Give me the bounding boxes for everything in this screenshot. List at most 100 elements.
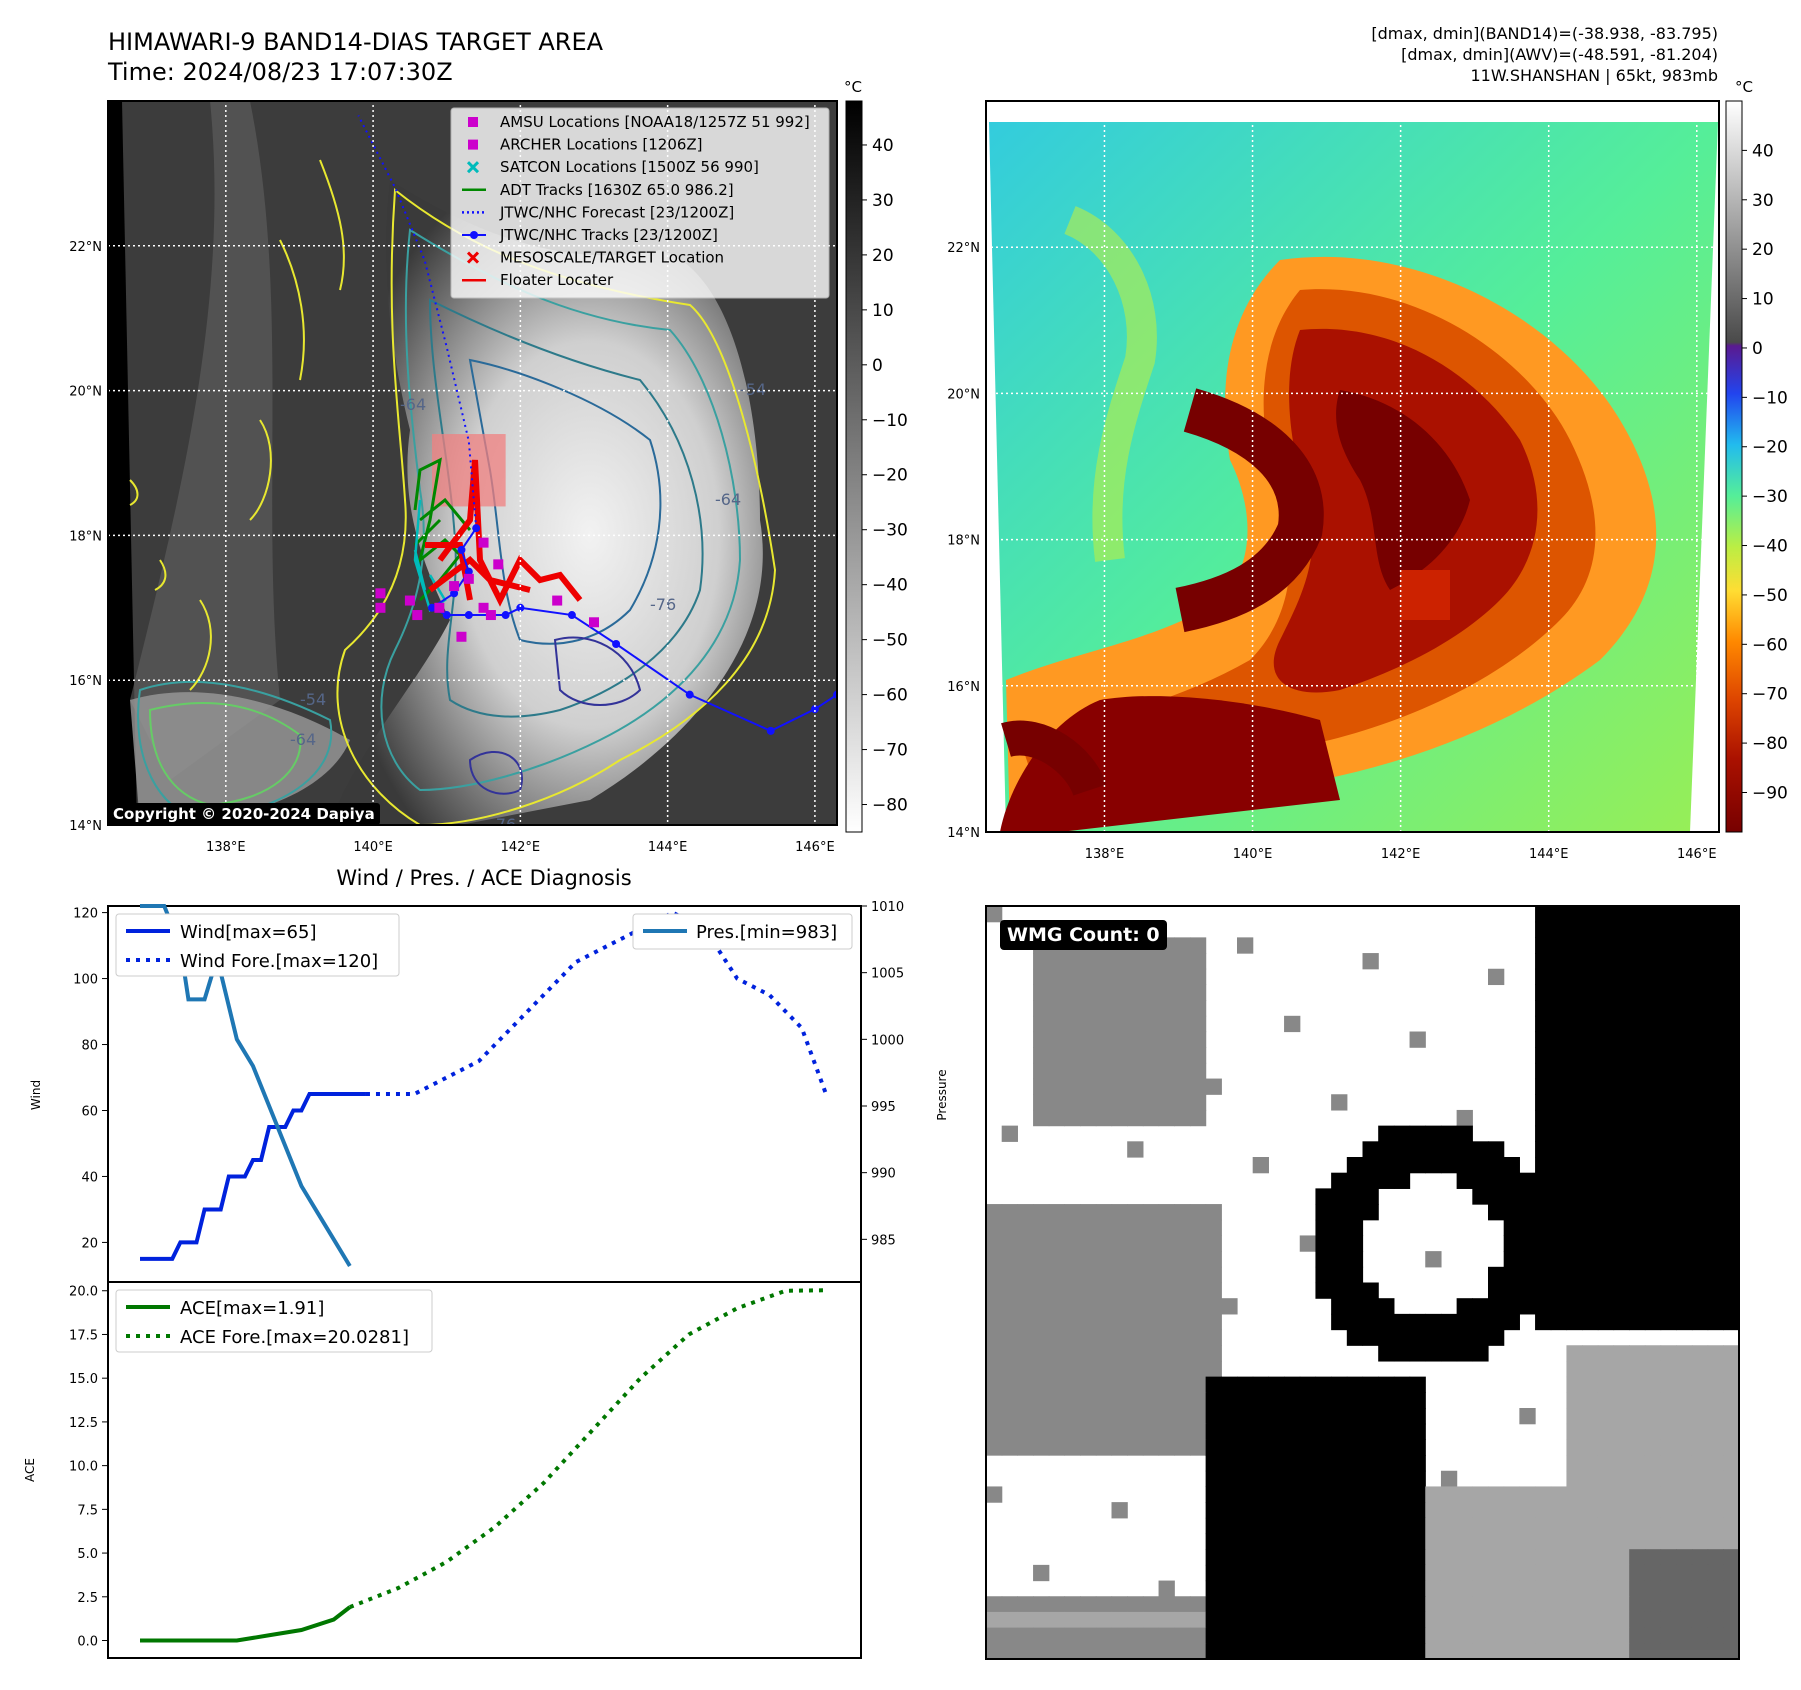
wmg-cell <box>1393 1125 1411 1142</box>
wmg-cell <box>1080 1204 1097 1221</box>
wmg-cell <box>1284 1549 1301 1566</box>
wmg-cell <box>1488 1627 1505 1644</box>
wmg-cell <box>1582 1204 1599 1221</box>
wmg-cell <box>1676 1486 1693 1503</box>
wmg-cell <box>1488 1266 1505 1284</box>
wmg-cell <box>1064 984 1081 1001</box>
wmg-cell <box>1550 1282 1568 1299</box>
wmg-cell <box>1346 1408 1364 1425</box>
wmg-cell <box>1660 968 1677 986</box>
wmg-cell <box>1723 1157 1740 1174</box>
wmg-cell <box>1535 1094 1552 1111</box>
wmg-cell <box>1346 1188 1364 1205</box>
wmg-cell <box>1393 1141 1411 1158</box>
wmg-cell <box>1393 1580 1411 1597</box>
wmg-cell <box>1237 1611 1254 1629</box>
wmg-cell <box>1660 1047 1677 1064</box>
wmg-cell <box>1644 1564 1662 1582</box>
wmg-cell <box>1582 1298 1599 1315</box>
wmg-cell <box>1080 1313 1097 1331</box>
wmg-cell <box>1017 1345 1034 1362</box>
wmg-cell <box>1566 1266 1583 1284</box>
wmg-cell <box>1676 1109 1693 1127</box>
wmg-cell <box>1676 1392 1693 1409</box>
wmg-cell <box>1142 1376 1160 1393</box>
wmg-cell <box>1597 1235 1615 1252</box>
wmg-cell <box>1597 1408 1615 1425</box>
ytick-label: 20°N <box>69 385 102 400</box>
wmg-cell <box>1331 1580 1348 1597</box>
wmg-cell <box>1252 1470 1269 1488</box>
wmg-cell <box>1252 1408 1269 1425</box>
wmg-cell <box>1597 1627 1615 1644</box>
wmg-cell <box>1158 1031 1175 1048</box>
wmg-cell <box>1284 1423 1301 1440</box>
wmg-cell <box>1691 1251 1709 1268</box>
wmg-cell <box>1629 1282 1646 1299</box>
wmg-cell <box>1064 1376 1081 1393</box>
wmg-cell <box>1127 1015 1144 1033</box>
wmg-cell <box>1174 1643 1191 1660</box>
ytick-label: 16°N <box>69 674 102 689</box>
colorbar-tick-label: −30 <box>872 521 908 541</box>
wmg-cell <box>1613 1580 1630 1597</box>
wmg-cell <box>1550 937 1568 954</box>
wmg-cell <box>1488 1313 1505 1331</box>
wmg-cell <box>1095 1627 1113 1644</box>
wmg-cell <box>1566 1172 1583 1189</box>
wmg-cell <box>1315 1188 1332 1205</box>
amsu-point <box>434 602 445 613</box>
wmg-cell <box>1707 1282 1724 1299</box>
wmg-cell <box>1221 1439 1238 1456</box>
wmg-cell <box>1613 1094 1630 1111</box>
wmg-cell <box>1597 1596 1615 1613</box>
wmg-cell <box>1660 1031 1677 1048</box>
wmg-cell <box>1629 1423 1646 1440</box>
ytick-label: 14°N <box>69 819 102 834</box>
colorbar-tick-label: −90 <box>1752 783 1788 803</box>
wmg-cell <box>1644 984 1662 1001</box>
jtwc-track-point <box>810 705 819 714</box>
wmg-cell <box>1597 1533 1615 1550</box>
wmg-cell <box>1111 1376 1128 1393</box>
wmg-cell <box>1676 1251 1693 1268</box>
wmg-cell <box>1221 1298 1238 1315</box>
wmg-cell <box>1221 1392 1238 1409</box>
wmg-cell <box>1488 1157 1505 1174</box>
wmg-cell <box>1378 1125 1395 1142</box>
wmg-cell <box>986 1439 1003 1456</box>
wmg-cell <box>1676 1533 1693 1550</box>
wmg-cell <box>1315 1486 1332 1503</box>
wmg-cell <box>1189 1376 1207 1393</box>
wmg-cell <box>1597 1643 1615 1660</box>
wmg-cell <box>1660 1470 1677 1488</box>
legend-ace-label: ACE[max=1.91] <box>180 1298 324 1319</box>
wmg-cell <box>1080 1266 1097 1284</box>
colorbar-tick-label: 30 <box>872 191 894 211</box>
wmg-cell <box>1566 1564 1583 1582</box>
wmg-cell <box>1550 1298 1568 1315</box>
wmg-cell <box>1378 1345 1395 1362</box>
wmg-cell <box>1597 1360 1615 1378</box>
wmg-cell <box>1629 1564 1646 1582</box>
wmg-cell <box>1629 1313 1646 1331</box>
wmg-cell <box>1723 1062 1740 1080</box>
wmg-cell <box>1582 1533 1599 1550</box>
wmg-cell <box>1048 1219 1066 1237</box>
colorbar-tick-label: 20 <box>1752 240 1774 260</box>
wmg-cell <box>1268 1517 1285 1535</box>
wmg-cell <box>1001 1392 1018 1409</box>
wmg-cell <box>1221 1643 1238 1660</box>
wmg-cell <box>1723 1423 1740 1440</box>
wmg-cell <box>1660 953 1677 970</box>
wmg-cell <box>1597 1188 1615 1205</box>
wmg-cell <box>1033 1627 1050 1644</box>
wmg-cell <box>1535 1219 1552 1237</box>
wmg-cell <box>1566 1376 1583 1393</box>
wmg-cell <box>1582 1078 1599 1095</box>
wmg-cell <box>1080 953 1097 970</box>
wmg-cell <box>1425 1251 1442 1268</box>
wmg-cell <box>1644 1204 1662 1221</box>
wmg-cell <box>1613 1015 1630 1033</box>
wmg-cell <box>1488 1298 1505 1315</box>
